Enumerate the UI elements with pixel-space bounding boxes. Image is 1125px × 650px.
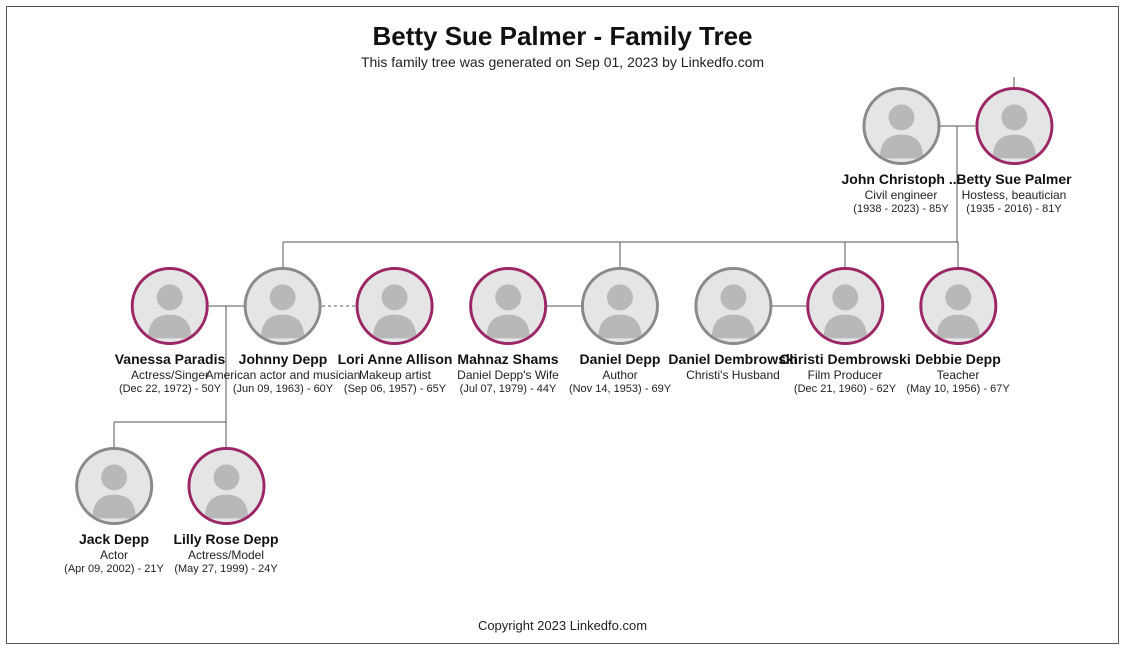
person-node: Daniel Depp Author (Nov 14, 1953) - 69Y [569,267,671,395]
person-name: Christi Dembrowski [779,351,910,367]
person-node: John Christoph ... Civil engineer (1938 … [842,87,961,215]
person-role: Daniel Depp's Wife [457,368,559,382]
person-name: Mahnaz Shams [457,351,559,367]
footer-copyright: Copyright 2023 Linkedfo.com [7,618,1118,633]
person-dates: (Apr 09, 2002) - 21Y [64,563,164,575]
person-name: John Christoph ... [842,171,961,187]
avatar [469,267,547,345]
person-role: Actress/Model [173,548,278,562]
person-role: Christi's Husband [668,368,797,382]
person-node: Lilly Rose Depp Actress/Model (May 27, 1… [173,447,278,575]
avatar [975,87,1053,165]
person-dates: (May 10, 1956) - 67Y [906,383,1009,395]
person-role: Hostess, beautician [956,188,1071,202]
person-name: Jack Depp [64,531,164,547]
person-name: Daniel Depp [569,351,671,367]
person-role: Makeup artist [338,368,453,382]
person-node: Betty Sue Palmer Hostess, beautician (19… [956,87,1071,215]
person-dates: (Sep 06, 1957) - 65Y [338,383,453,395]
avatar [356,267,434,345]
avatar [806,267,884,345]
avatar [75,447,153,525]
avatar [862,87,940,165]
person-name: Lori Anne Allison [338,351,453,367]
person-role: Film Producer [779,368,910,382]
person-role: Author [569,368,671,382]
person-role: Actor [64,548,164,562]
person-dates: (May 27, 1999) - 24Y [173,563,278,575]
tree-canvas: John Christoph ... Civil engineer (1938 … [7,7,1118,643]
avatar [187,447,265,525]
person-role: Civil engineer [842,188,961,202]
person-node: Daniel Dembrowski Christi's Husband [668,267,797,383]
diagram-frame: Betty Sue Palmer - Family Tree This fami… [6,6,1119,644]
person-node: Jack Depp Actor (Apr 09, 2002) - 21Y [64,447,164,575]
person-name: Lilly Rose Depp [173,531,278,547]
avatar [131,267,209,345]
person-dates: (Dec 21, 1960) - 62Y [779,383,910,395]
person-dates: (1935 - 2016) - 81Y [956,203,1071,215]
avatar [581,267,659,345]
avatar [694,267,772,345]
person-name: Daniel Dembrowski [668,351,797,367]
person-node: Christi Dembrowski Film Producer (Dec 21… [779,267,910,395]
avatar [244,267,322,345]
person-dates: (Jul 07, 1979) - 44Y [457,383,559,395]
person-name: Betty Sue Palmer [956,171,1071,187]
avatar [919,267,997,345]
person-name: Debbie Depp [906,351,1009,367]
person-dates: (1938 - 2023) - 85Y [842,203,961,215]
person-role: Teacher [906,368,1009,382]
person-dates: (Nov 14, 1953) - 69Y [569,383,671,395]
person-node: Mahnaz Shams Daniel Depp's Wife (Jul 07,… [457,267,559,395]
person-node: Lori Anne Allison Makeup artist (Sep 06,… [338,267,453,395]
person-node: Debbie Depp Teacher (May 10, 1956) - 67Y [906,267,1009,395]
